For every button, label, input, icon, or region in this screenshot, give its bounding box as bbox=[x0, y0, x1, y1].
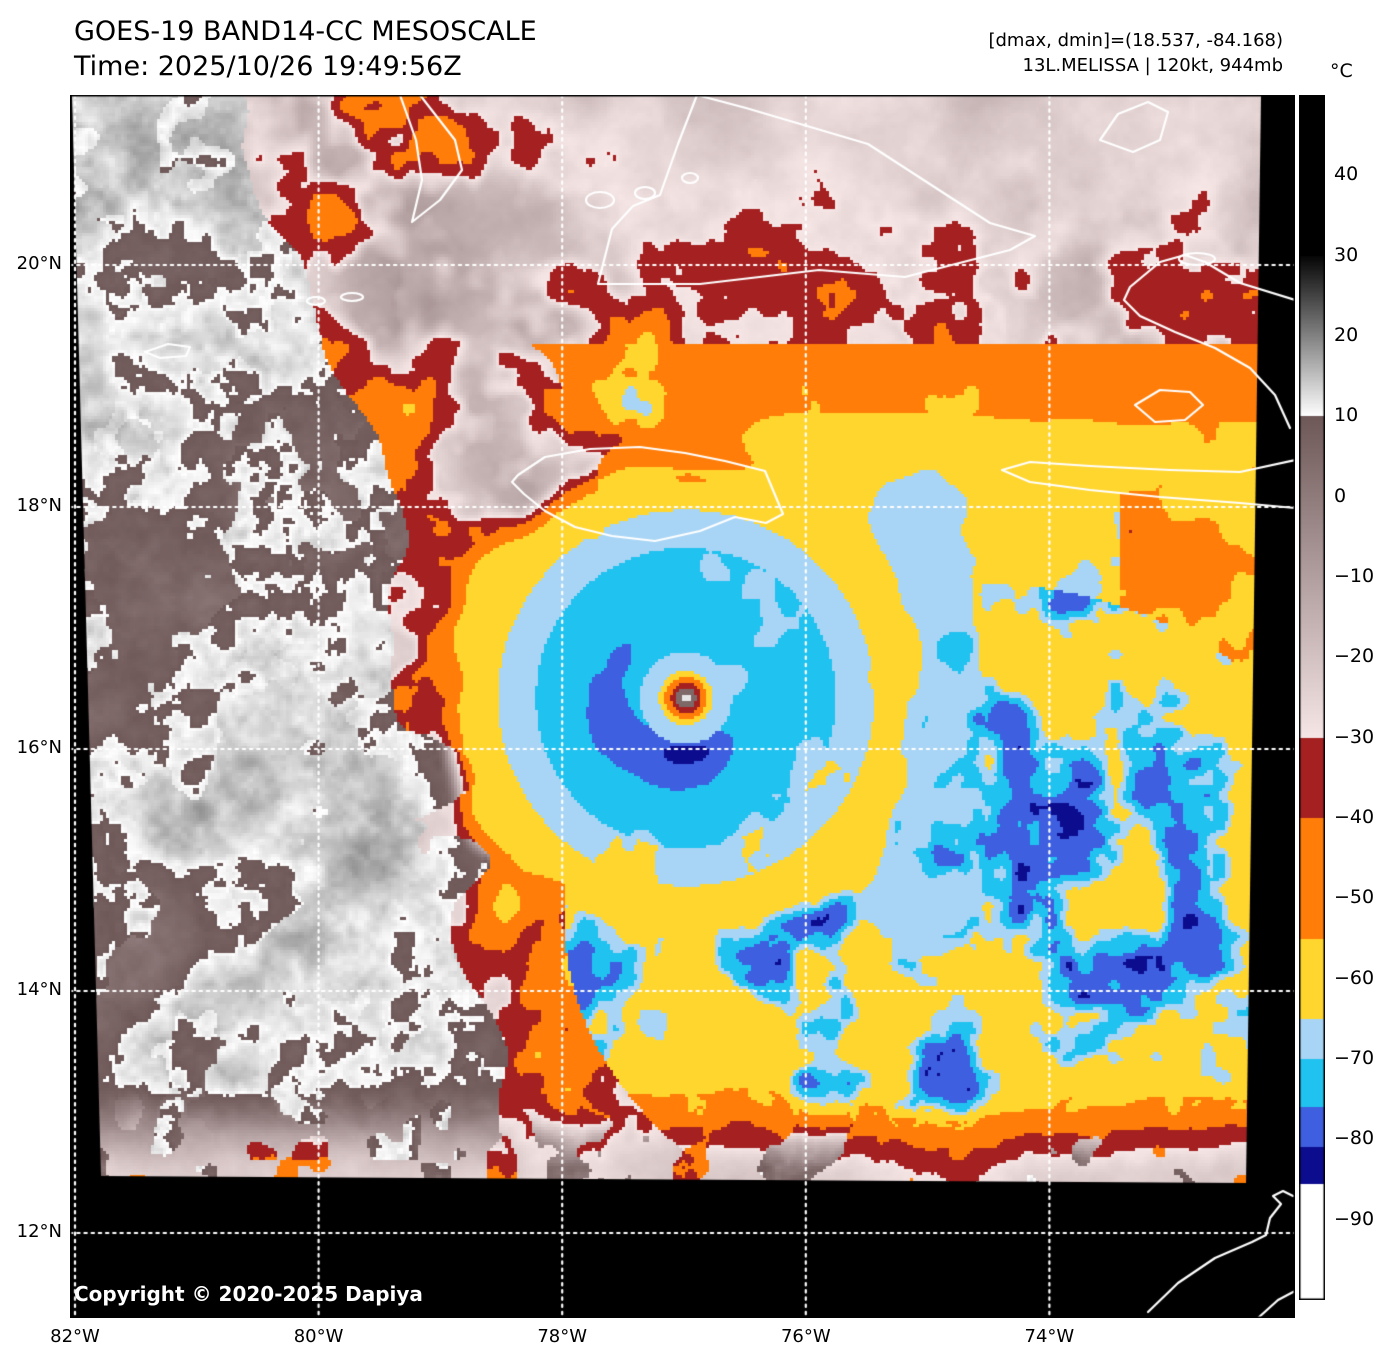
lon-tick-label: 74°W bbox=[1024, 1326, 1075, 1347]
page-title: GOES-19 BAND14-CC MESOSCALE bbox=[74, 16, 537, 47]
lat-tick-label: 12°N bbox=[16, 1221, 62, 1242]
colorbar-tick-label: −20 bbox=[1334, 645, 1375, 668]
time-label: Time: 2025/10/26 19:49:56Z bbox=[74, 51, 462, 82]
colorbar-tick-label: −40 bbox=[1334, 806, 1375, 828]
lat-tick-label: 16°N bbox=[16, 737, 62, 758]
colorbar-unit-label: °C bbox=[1330, 60, 1353, 82]
colorbar-tick-label: −10 bbox=[1334, 565, 1375, 587]
colorbar-tick-label: 10 bbox=[1334, 404, 1359, 427]
colorbar-tick-label: −60 bbox=[1334, 966, 1375, 989]
colorbar-tick-label: −90 bbox=[1334, 1207, 1375, 1230]
annotation-block: [dmax, dmin]=(18.537, -84.168) 13L.MELIS… bbox=[988, 28, 1283, 78]
copyright-label: Copyright © 2020-2025 Dapiya bbox=[74, 1282, 423, 1306]
satellite-map-canvas bbox=[70, 95, 1295, 1318]
colorbar-tick-label: 40 bbox=[1334, 163, 1359, 186]
lon-tick-label: 82°W bbox=[50, 1326, 100, 1347]
dmax-dmin-label: [dmax, dmin]=(18.537, -84.168) bbox=[988, 30, 1283, 51]
lat-tick-label: 20°N bbox=[16, 253, 62, 274]
colorbar-tick-label: −30 bbox=[1334, 725, 1375, 748]
colorbar-tick-label: 20 bbox=[1334, 324, 1359, 346]
colorbar-canvas bbox=[1299, 95, 1325, 1300]
lat-tick-label: 14°N bbox=[16, 979, 62, 1000]
colorbar-tick-label: −70 bbox=[1334, 1047, 1375, 1069]
colorbar-tick-label: −50 bbox=[1334, 886, 1375, 909]
lon-tick-label: 76°W bbox=[780, 1326, 831, 1347]
colorbar-tick-label: −80 bbox=[1334, 1127, 1375, 1150]
lon-tick-label: 80°W bbox=[293, 1326, 344, 1347]
lat-tick-label: 18°N bbox=[16, 495, 62, 516]
colorbar-tick-label: 0 bbox=[1334, 484, 1347, 507]
storm-info-label: 13L.MELISSA | 120kt, 944mb bbox=[1022, 55, 1284, 76]
lon-tick-label: 78°W bbox=[537, 1326, 588, 1347]
colorbar-tick-label: 30 bbox=[1334, 243, 1359, 266]
